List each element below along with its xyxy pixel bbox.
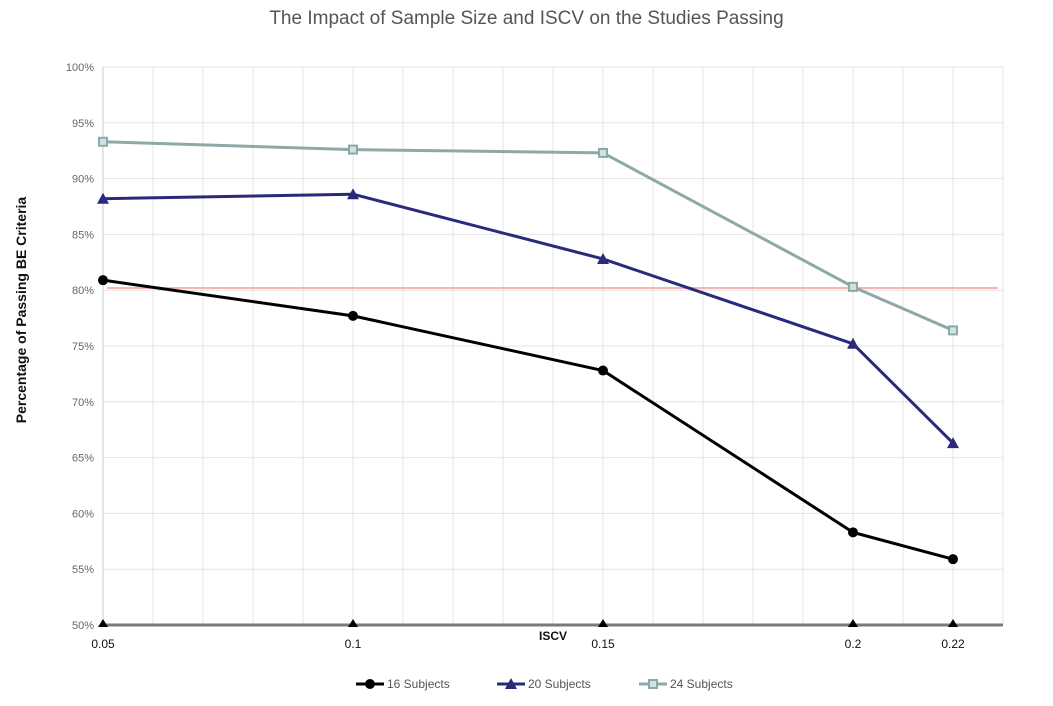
y-axis-ticks: 50% 55% 60% 65% 70% 75% 80% 85% 90% 95% 100% bbox=[66, 62, 94, 632]
x-tick-marker bbox=[98, 619, 108, 627]
legend-marker-triangle bbox=[505, 678, 517, 689]
data-point-triangle bbox=[597, 252, 609, 264]
grid bbox=[102, 66, 1004, 626]
y-tick-label: 90% bbox=[72, 174, 94, 186]
y-tick-label: 70% bbox=[72, 397, 94, 409]
y-tick-label: 85% bbox=[72, 229, 94, 241]
x-axis-label: ISCV bbox=[539, 629, 567, 643]
data-point-circle bbox=[598, 365, 608, 376]
legend-label: 20 Subjects bbox=[528, 677, 591, 691]
series-16-subjects bbox=[98, 275, 958, 565]
data-point-square bbox=[348, 144, 358, 155]
legend: 16 Subjects 20 Subjects 24 Subjects bbox=[356, 677, 733, 691]
x-tick-label: 0.15 bbox=[591, 637, 615, 651]
data-point-circle bbox=[848, 527, 858, 538]
series-line bbox=[102, 278, 954, 561]
data-point-triangle bbox=[847, 337, 859, 349]
y-tick-label: 100% bbox=[66, 62, 94, 74]
legend-item: 20 Subjects bbox=[497, 677, 591, 691]
series-group bbox=[97, 136, 959, 565]
legend-marker-circle bbox=[365, 679, 375, 689]
legend-label: 24 Subjects bbox=[670, 677, 733, 691]
y-tick-label: 95% bbox=[72, 118, 94, 130]
series-24-subjects bbox=[98, 136, 958, 336]
y-tick-label: 65% bbox=[72, 453, 94, 465]
x-tick-marker bbox=[348, 619, 358, 627]
legend-item: 16 Subjects bbox=[356, 677, 450, 691]
y-tick-label: 80% bbox=[72, 285, 94, 297]
x-tick-marker bbox=[598, 619, 608, 627]
series-20-subjects bbox=[97, 188, 959, 449]
data-point-square bbox=[848, 281, 858, 292]
legend-marker-square bbox=[648, 679, 658, 689]
x-tick-marker bbox=[948, 619, 958, 627]
x-tick-label: 0.2 bbox=[845, 637, 862, 651]
data-point-circle bbox=[348, 310, 358, 321]
series-line bbox=[102, 192, 955, 445]
x-tick-label: 0.05 bbox=[91, 637, 115, 651]
y-tick-label: 75% bbox=[72, 341, 94, 353]
x-tick-label: 0.22 bbox=[941, 637, 965, 651]
data-point-square bbox=[948, 325, 958, 336]
legend-item: 24 Subjects bbox=[639, 677, 733, 691]
data-point-triangle bbox=[347, 188, 359, 200]
data-point-circle bbox=[948, 554, 958, 565]
chart-title: The Impact of Sample Size and ISCV on th… bbox=[269, 8, 784, 29]
x-axis: 0.05 0.1 0.15 0.2 0.22 ISCV bbox=[91, 619, 1003, 651]
data-point-square bbox=[598, 147, 608, 158]
y-tick-label: 55% bbox=[72, 564, 94, 576]
x-tick-label: 0.1 bbox=[345, 637, 362, 651]
legend-label: 16 Subjects bbox=[387, 677, 450, 691]
data-point-circle bbox=[98, 275, 108, 286]
data-point-triangle bbox=[97, 192, 109, 204]
y-tick-label: 60% bbox=[72, 508, 94, 520]
data-point-square bbox=[98, 136, 108, 147]
series-line bbox=[102, 140, 954, 332]
x-tick-marker bbox=[848, 619, 858, 627]
data-point-triangle bbox=[947, 437, 959, 449]
y-tick-label: 50% bbox=[72, 620, 94, 632]
